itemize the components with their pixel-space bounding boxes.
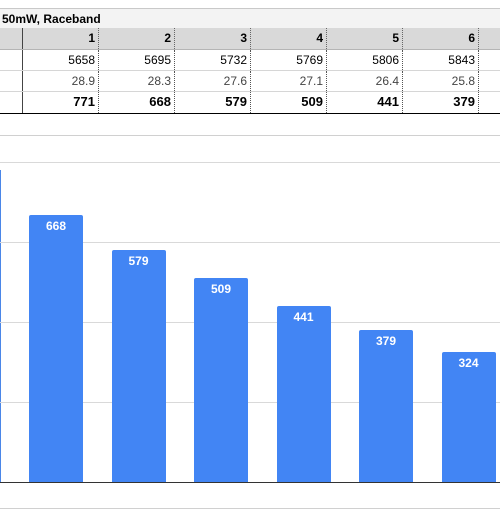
bar[interactable]: 509 [194, 278, 248, 482]
sheet-title: 50mW, Raceband [2, 12, 101, 26]
percentage-cell[interactable]: 25.8 [403, 71, 479, 91]
percentage-row: 28.9 28.3 27.6 27.1 26.4 25.8 [0, 71, 500, 92]
percentage-cell[interactable]: 26.4 [327, 71, 403, 91]
bar-data-label: 379 [375, 334, 397, 349]
frequency-row: 5658 5695 5732 5769 5806 5843 [0, 50, 500, 71]
value-cell[interactable]: 379 [403, 92, 479, 113]
bar-data-label: 441 [293, 309, 314, 324]
frequency-cell[interactable]: 5732 [175, 50, 251, 70]
channel-cell[interactable]: 5 [327, 28, 403, 49]
chart-frame-top [0, 135, 500, 136]
frequency-cell[interactable]: 5658 [23, 50, 99, 70]
percentage-cell[interactable]: 28.3 [99, 71, 175, 91]
gridline [0, 322, 500, 323]
channel-cell[interactable]: 1 [23, 28, 99, 49]
value-cell[interactable]: 509 [251, 92, 327, 113]
value-cell[interactable]: 579 [175, 92, 251, 113]
gridline [0, 242, 500, 243]
bar-data-label: 509 [210, 282, 232, 297]
percentage-cell[interactable]: 27.1 [251, 71, 327, 91]
frequency-cell[interactable]: 5769 [251, 50, 327, 70]
frequency-cell[interactable]: 5843 [403, 50, 479, 70]
value-cell[interactable]: 668 [99, 92, 175, 113]
bar[interactable]: 441 [276, 305, 331, 482]
row-header-cell[interactable] [0, 28, 23, 49]
frequency-cell[interactable]: 5695 [99, 50, 175, 70]
gridline [0, 402, 500, 403]
bar[interactable]: 668 [29, 214, 83, 482]
bar-data-label: 324 [458, 356, 479, 371]
row-label-cell[interactable] [0, 92, 23, 113]
percentage-cell[interactable]: 27.6 [175, 71, 251, 91]
chart-left-edge [0, 170, 1, 482]
value-cell[interactable]: 771 [23, 92, 99, 113]
value-row: 771 668 579 509 441 379 [0, 92, 500, 114]
channel-cell[interactable]: 2 [99, 28, 175, 49]
bar-data-label: 668 [45, 218, 67, 233]
row-label-cell[interactable] [0, 50, 23, 70]
sheet-title-row[interactable]: 50mW, Raceband [0, 8, 500, 30]
channel-cell[interactable]: 4 [251, 28, 327, 49]
row-label-cell[interactable] [0, 71, 23, 91]
channel-cell[interactable]: 6 [403, 28, 479, 49]
x-axis-baseline [0, 482, 500, 483]
bar[interactable]: 379 [359, 330, 413, 482]
bar-data-label: 579 [128, 254, 149, 269]
bar[interactable]: 579 [111, 250, 166, 482]
bar-chart[interactable]: 668 579 509 441 379 324 [0, 128, 500, 516]
channel-header-row: 1 2 3 4 5 6 [0, 28, 500, 50]
bar[interactable]: 324 [441, 352, 496, 482]
frequency-cell[interactable]: 5806 [327, 50, 403, 70]
value-cell[interactable]: 441 [327, 92, 403, 113]
chart-frame-bottom [0, 508, 500, 509]
gridline [0, 162, 500, 163]
percentage-cell[interactable]: 28.9 [23, 71, 99, 91]
channel-cell[interactable]: 3 [175, 28, 251, 49]
